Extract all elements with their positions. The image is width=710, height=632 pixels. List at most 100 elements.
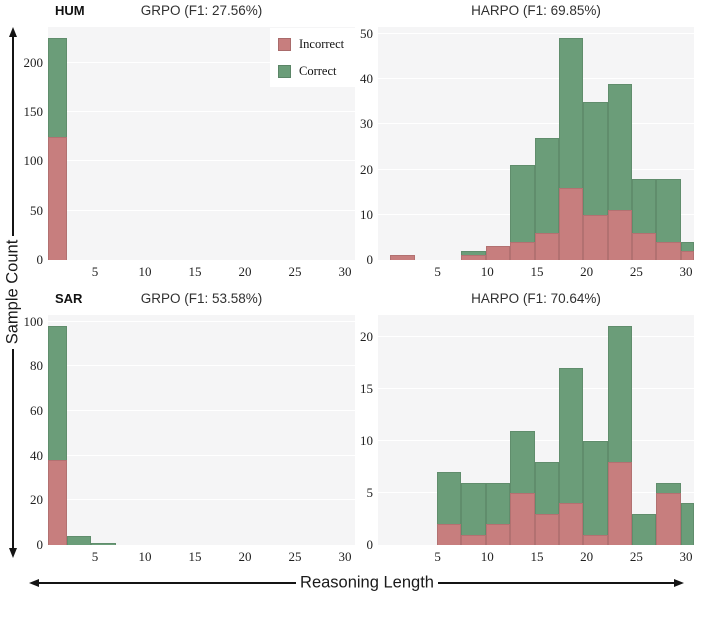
x-tick-label: 20 bbox=[580, 549, 594, 564]
y-tick-label: 80 bbox=[30, 358, 43, 374]
bar-segment-correct bbox=[510, 430, 535, 493]
x-axis-label: Reasoning Length bbox=[300, 573, 434, 592]
gridline bbox=[48, 209, 355, 211]
gridline bbox=[378, 387, 694, 389]
x-tick-label: 30 bbox=[679, 264, 693, 279]
bar-segment-correct bbox=[437, 472, 462, 525]
x-tick-label: 5 bbox=[434, 549, 441, 564]
gridline bbox=[378, 32, 694, 34]
x-tick-label: 10 bbox=[480, 264, 494, 279]
bar-segment-incorrect bbox=[558, 503, 584, 545]
chart-title-sar-harpo: HARPO (F1: 70.64%) bbox=[471, 291, 601, 306]
bar-segment-incorrect bbox=[485, 246, 511, 260]
bar-segment-incorrect bbox=[485, 524, 511, 545]
bar-segment-correct bbox=[91, 542, 116, 545]
y-tick-label: 10 bbox=[360, 206, 373, 222]
x-tick-label: 25 bbox=[288, 549, 302, 564]
legend-item-correct: Correct bbox=[278, 64, 362, 78]
bar-segment-incorrect bbox=[631, 232, 657, 260]
x-tick-label: 30 bbox=[338, 549, 352, 564]
bar-segment-correct bbox=[48, 37, 67, 137]
plot-area-hum-grpo bbox=[48, 27, 355, 260]
gridline bbox=[378, 439, 694, 441]
bar-segment-correct bbox=[66, 536, 91, 545]
bar-segment-incorrect bbox=[534, 232, 559, 260]
gridline bbox=[378, 78, 694, 80]
chart-title-hum-harpo: HARPO (F1: 69.85%) bbox=[471, 3, 601, 18]
x-tick-label: 5 bbox=[91, 549, 99, 564]
chart-title-hum-grpo: GRPO (F1: 27.56%) bbox=[140, 3, 263, 18]
x-tick-label: 30 bbox=[679, 549, 693, 564]
gridline bbox=[48, 454, 355, 456]
x-tick-label: 25 bbox=[288, 264, 302, 279]
bar-segment-incorrect bbox=[656, 241, 681, 260]
bar-segment-incorrect bbox=[510, 241, 535, 260]
y-tick-label: 40 bbox=[360, 71, 373, 87]
gridline bbox=[48, 160, 355, 162]
bar-segment-correct bbox=[558, 38, 584, 188]
y-tick-label: 100 bbox=[23, 153, 44, 169]
bar-segment-correct bbox=[534, 137, 559, 233]
y-tick-label: 0 bbox=[36, 537, 44, 552]
y-tick-label: 10 bbox=[360, 432, 373, 448]
x-tick-label: 15 bbox=[530, 264, 544, 279]
bar-segment-incorrect bbox=[48, 460, 67, 545]
y-tick-label: 40 bbox=[30, 447, 43, 463]
y-tick-label: 150 bbox=[23, 103, 44, 119]
bar-segment-correct bbox=[656, 178, 681, 242]
x-tick-label: 10 bbox=[138, 549, 152, 564]
legend-swatch-correct-icon bbox=[278, 64, 291, 78]
legend-label-incorrect: Incorrect bbox=[299, 36, 345, 51]
gridline bbox=[48, 320, 355, 322]
dataset-label-sar: SAR bbox=[55, 291, 83, 306]
x-tick-label: 25 bbox=[629, 549, 643, 564]
bar-segment-correct bbox=[631, 178, 657, 233]
x-tick-label: 20 bbox=[238, 264, 252, 279]
y-axis-arrow-line bbox=[12, 36, 14, 236]
chart-title-sar-grpo: GRPO (F1: 53.58%) bbox=[140, 291, 263, 306]
bar-segment-incorrect bbox=[558, 187, 584, 260]
bar-segment-correct bbox=[48, 326, 67, 461]
bar-segment-correct bbox=[583, 440, 608, 535]
x-axis-arrow-line bbox=[438, 582, 674, 584]
x-tick-label: 20 bbox=[238, 549, 252, 564]
y-tick-label: 0 bbox=[36, 252, 44, 267]
bar-segment-correct bbox=[461, 482, 486, 535]
dataset-label-hum: HUM bbox=[55, 3, 85, 18]
bar-segment-correct bbox=[461, 250, 486, 256]
bar-segment-correct bbox=[680, 503, 694, 545]
bar-segment-incorrect bbox=[607, 210, 632, 260]
x-tick-label: 10 bbox=[480, 549, 494, 564]
plot-area-sar-grpo bbox=[48, 315, 355, 545]
plot-area-sar-harpo bbox=[378, 315, 694, 545]
bar-segment-incorrect bbox=[48, 136, 67, 260]
y-tick-label: 5 bbox=[366, 484, 374, 500]
x-tick-label: 25 bbox=[629, 264, 643, 279]
bar-segment-incorrect bbox=[461, 255, 486, 260]
bar-segment-correct bbox=[656, 482, 681, 493]
bar-segment-incorrect bbox=[510, 492, 535, 545]
gridline bbox=[378, 335, 694, 337]
y-tick-label: 15 bbox=[360, 380, 373, 396]
y-tick-label: 20 bbox=[360, 328, 373, 344]
y-axis-arrow-line bbox=[12, 349, 14, 548]
bar-segment-correct bbox=[607, 83, 632, 211]
y-tick-label: 50 bbox=[30, 202, 43, 218]
bar-segment-correct bbox=[510, 165, 535, 242]
gridline bbox=[48, 61, 355, 63]
legend-item-incorrect: Incorrect bbox=[278, 37, 362, 51]
x-tick-label: 5 bbox=[91, 264, 99, 279]
bar-segment-incorrect bbox=[534, 513, 559, 545]
bar-segment-incorrect bbox=[461, 534, 486, 545]
bar-segment-incorrect bbox=[583, 214, 608, 260]
right-arrowhead-icon bbox=[674, 578, 684, 587]
down-arrowhead-icon bbox=[8, 548, 17, 558]
bar-segment-correct bbox=[534, 461, 559, 514]
bar-segment-correct bbox=[631, 513, 657, 545]
x-axis-arrow-line bbox=[38, 582, 296, 584]
x-tick-label: 15 bbox=[188, 549, 202, 564]
legend-label-correct: Correct bbox=[299, 63, 337, 78]
bar-segment-incorrect bbox=[583, 534, 608, 545]
y-tick-label: 100 bbox=[23, 313, 44, 329]
